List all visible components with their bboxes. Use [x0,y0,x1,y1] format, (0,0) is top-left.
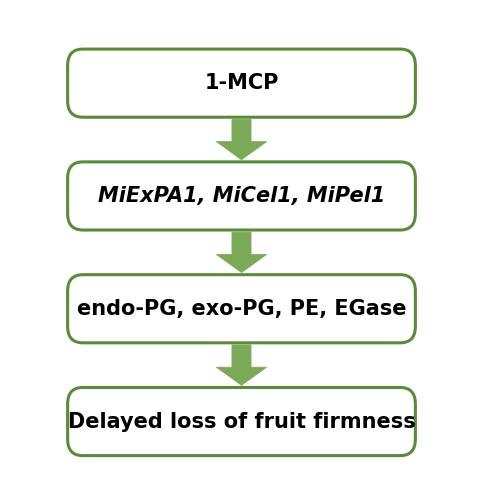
Text: 1-MCP: 1-MCP [204,73,279,93]
FancyBboxPatch shape [68,49,415,117]
Polygon shape [216,120,267,160]
Text: MiExPA1, MiCel1, MiPel1: MiExPA1, MiCel1, MiPel1 [98,186,385,206]
FancyBboxPatch shape [68,274,415,343]
Text: endo-PG, exo-PG, PE, EGase: endo-PG, exo-PG, PE, EGase [77,298,406,319]
FancyBboxPatch shape [68,388,415,456]
Text: Delayed loss of fruit firmness: Delayed loss of fruit firmness [68,412,415,432]
Polygon shape [216,345,267,386]
Polygon shape [216,232,267,272]
FancyBboxPatch shape [68,162,415,230]
